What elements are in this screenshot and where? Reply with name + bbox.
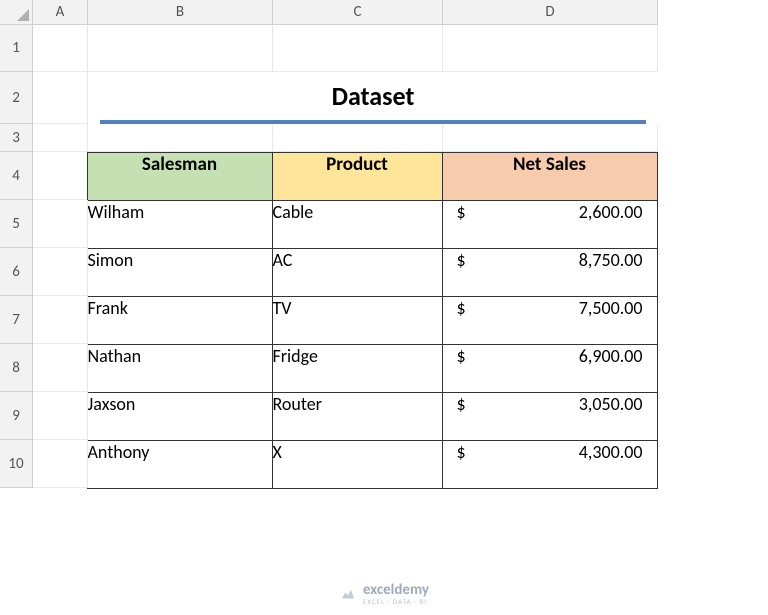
header-netsales[interactable]: Net Sales: [442, 152, 658, 201]
cell-a8[interactable]: [33, 344, 88, 392]
currency-amount: 6,900.00: [579, 345, 643, 392]
currency-symbol: $: [457, 249, 466, 296]
row-header-2[interactable]: 2: [0, 72, 33, 124]
row-header-7[interactable]: 7: [0, 296, 33, 344]
cell-salesman-5[interactable]: Anthony: [87, 440, 273, 489]
currency-amount: 4,300.00: [579, 441, 643, 488]
currency-amount: 7,500.00: [579, 297, 643, 344]
currency-symbol: $: [457, 441, 466, 488]
cell-a1[interactable]: [33, 25, 88, 72]
currency-amount: 2,600.00: [579, 201, 643, 248]
cell-c1[interactable]: [273, 25, 443, 72]
cell-a3[interactable]: [33, 124, 88, 152]
cell-product-0[interactable]: Cable: [272, 200, 443, 249]
cell-a4[interactable]: [33, 152, 88, 200]
cell-a7[interactable]: [33, 296, 88, 344]
cell-salesman-2[interactable]: Frank: [87, 296, 273, 345]
currency-symbol: $: [457, 345, 466, 392]
header-salesman[interactable]: Salesman: [87, 152, 273, 201]
cell-product-5[interactable]: X: [272, 440, 443, 489]
currency-amount: 3,050.00: [579, 393, 643, 440]
watermark-sub: EXCEL · DATA · BI: [363, 598, 429, 605]
row-header-10[interactable]: 10: [0, 440, 33, 488]
cell-d3[interactable]: [443, 124, 658, 152]
cell-a2[interactable]: [33, 72, 88, 124]
currency-symbol: $: [457, 393, 466, 440]
row-header-3[interactable]: 3: [0, 124, 33, 152]
cell-netsales-4[interactable]: $ 3,050.00: [442, 392, 658, 441]
cell-product-2[interactable]: TV: [272, 296, 443, 345]
col-header-b[interactable]: B: [88, 0, 273, 25]
cell-d1[interactable]: [443, 25, 658, 72]
cell-c3[interactable]: [273, 124, 443, 152]
currency-amount: 8,750.00: [579, 249, 643, 296]
cell-netsales-0[interactable]: $ 2,600.00: [442, 200, 658, 249]
cell-salesman-4[interactable]: Jaxson: [87, 392, 273, 441]
data-table: Salesman Product Net Sales Wilham Cable …: [87, 152, 658, 488]
row-header-4[interactable]: 4: [0, 152, 33, 200]
cell-b3[interactable]: [88, 124, 273, 152]
cell-a10[interactable]: [33, 440, 88, 488]
col-header-c[interactable]: C: [273, 0, 443, 25]
cell-product-3[interactable]: Fridge: [272, 344, 443, 393]
header-product[interactable]: Product: [272, 152, 443, 201]
cell-salesman-3[interactable]: Nathan: [87, 344, 273, 393]
row-header-8[interactable]: 8: [0, 344, 33, 392]
col-header-d[interactable]: D: [443, 0, 658, 25]
watermark-main: exceldemy: [363, 583, 429, 598]
spreadsheet-grid: A B C D 1 2 Dataset 3 4 Salesman Product…: [0, 0, 768, 488]
cell-b1[interactable]: [88, 25, 273, 72]
row-header-5[interactable]: 5: [0, 200, 33, 248]
cell-netsales-2[interactable]: $ 7,500.00: [442, 296, 658, 345]
watermark-text: exceldemy EXCEL · DATA · BI: [363, 583, 429, 605]
row-header-1[interactable]: 1: [0, 25, 33, 72]
select-all-corner[interactable]: [0, 0, 33, 25]
cell-salesman-0[interactable]: Wilham: [87, 200, 273, 249]
row-header-6[interactable]: 6: [0, 248, 33, 296]
cell-netsales-3[interactable]: $ 6,900.00: [442, 344, 658, 393]
watermark-icon: [339, 585, 357, 603]
currency-symbol: $: [457, 201, 466, 248]
cell-salesman-1[interactable]: Simon: [87, 248, 273, 297]
row-header-9[interactable]: 9: [0, 392, 33, 440]
cell-a9[interactable]: [33, 392, 88, 440]
currency-symbol: $: [457, 297, 466, 344]
col-header-a[interactable]: A: [33, 0, 88, 25]
watermark: exceldemy EXCEL · DATA · BI: [339, 583, 429, 605]
cell-netsales-5[interactable]: $ 4,300.00: [442, 440, 658, 489]
cell-product-4[interactable]: Router: [272, 392, 443, 441]
cell-a5[interactable]: [33, 200, 88, 248]
dataset-title[interactable]: Dataset: [100, 72, 646, 124]
cell-product-1[interactable]: AC: [272, 248, 443, 297]
cell-a6[interactable]: [33, 248, 88, 296]
cell-netsales-1[interactable]: $ 8,750.00: [442, 248, 658, 297]
